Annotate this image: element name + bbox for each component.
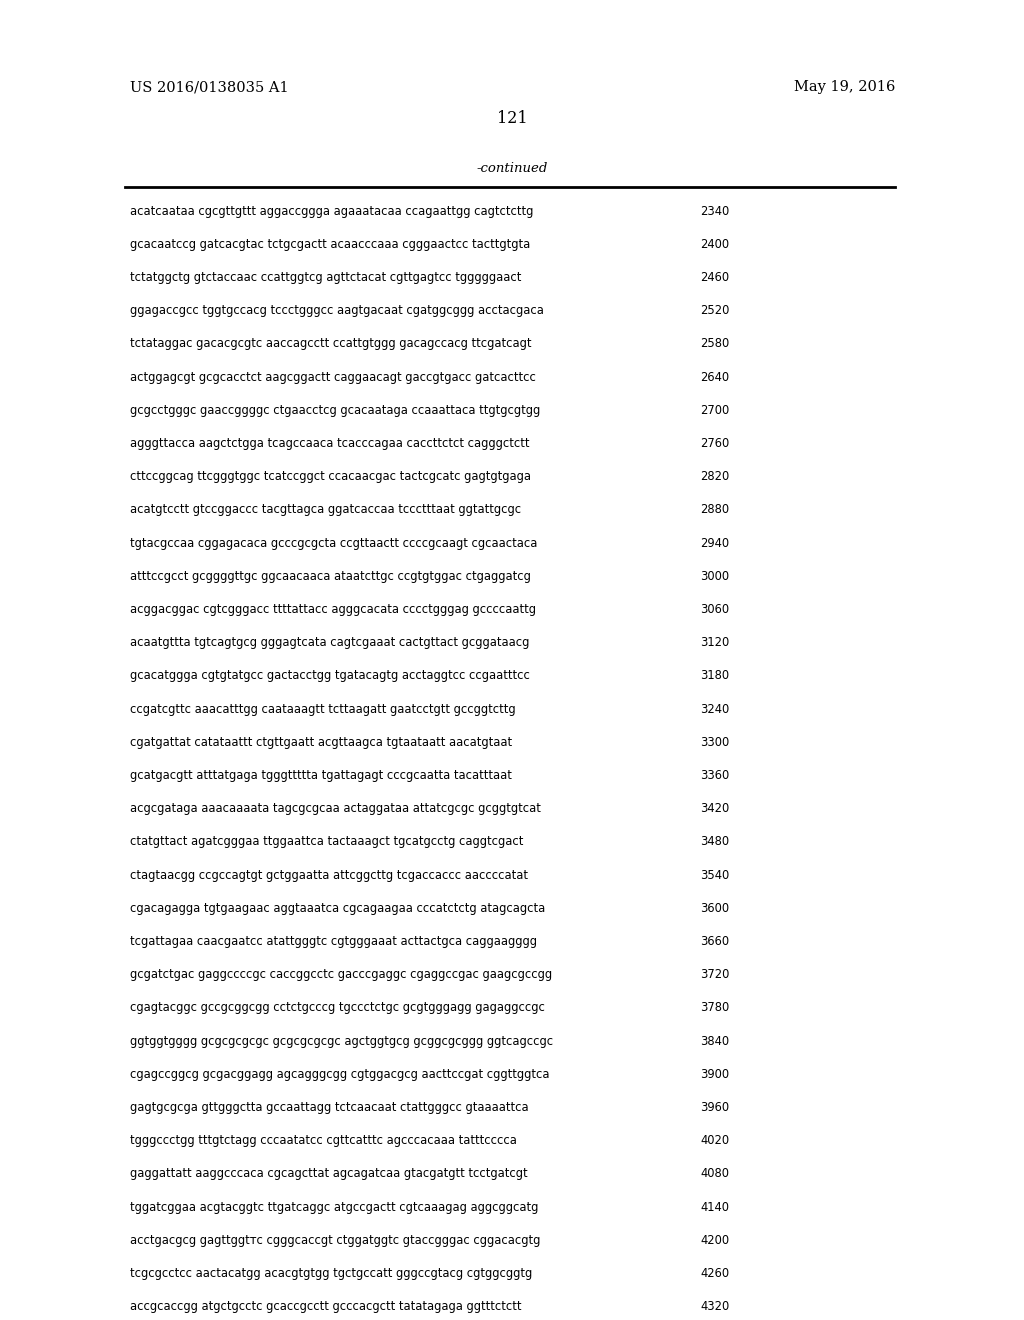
Text: 2940: 2940: [700, 537, 729, 549]
Text: 3780: 3780: [700, 1002, 729, 1014]
Text: 3120: 3120: [700, 636, 729, 649]
Text: acaatgttta tgtcagtgcg gggagtcata cagtcgaaat cactgttact gcggataacg: acaatgttta tgtcagtgcg gggagtcata cagtcga…: [130, 636, 529, 649]
Text: tcgattagaa caacgaatcc atattgggtc cgtgggaaat acttactgca caggaagggg: tcgattagaa caacgaatcc atattgggtc cgtggga…: [130, 935, 537, 948]
Text: tgtacgccaa cggagacaca gcccgcgcta ccgttaactt ccccgcaagt cgcaactaca: tgtacgccaa cggagacaca gcccgcgcta ccgttaa…: [130, 537, 538, 549]
Text: ggagaccgcc tggtgccacg tccctgggcc aagtgacaat cgatggcggg acctacgaca: ggagaccgcc tggtgccacg tccctgggcc aagtgac…: [130, 304, 544, 317]
Text: 2340: 2340: [700, 205, 729, 218]
Text: 2400: 2400: [700, 238, 729, 251]
Text: 4020: 4020: [700, 1134, 729, 1147]
Text: 2760: 2760: [700, 437, 729, 450]
Text: acatcaataa cgcgttgttt aggaccggga agaaatacaa ccagaattgg cagtctcttg: acatcaataa cgcgttgttt aggaccggga agaaata…: [130, 205, 534, 218]
Text: cgatgattat catataattt ctgttgaatt acgttaagca tgtaataatt aacatgtaat: cgatgattat catataattt ctgttgaatt acgttaa…: [130, 735, 512, 748]
Text: ctagtaacgg ccgccagtgt gctggaatta attcggcttg tcgaccaccc aaccccatat: ctagtaacgg ccgccagtgt gctggaatta attcggc…: [130, 869, 528, 882]
Text: 121: 121: [497, 111, 527, 127]
Text: 3360: 3360: [700, 770, 729, 781]
Text: gaggattatt aaggcccaca cgcagcttat agcagatcaa gtacgatgtt tcctgatcgt: gaggattatt aaggcccaca cgcagcttat agcagat…: [130, 1167, 527, 1180]
Text: 3960: 3960: [700, 1101, 729, 1114]
Text: tgggccctgg tttgtctagg cccaatatcc cgttcatttc agcccacaaa tatttcccca: tgggccctgg tttgtctagg cccaatatcc cgttcat…: [130, 1134, 517, 1147]
Text: 3000: 3000: [700, 570, 729, 582]
Text: acgcgataga aaacaaaata tagcgcgcaa actaggataa attatcgcgc gcggtgtcat: acgcgataga aaacaaaata tagcgcgcaa actagga…: [130, 803, 541, 816]
Text: tctataggac gacacgcgtc aaccagcctt ccattgtggg gacagccacg ttcgatcagt: tctataggac gacacgcgtc aaccagcctt ccattgt…: [130, 338, 531, 350]
Text: acggacggac cgtcgggacc ttttattacc agggcacata cccctgggag gccccaattg: acggacggac cgtcgggacc ttttattacc agggcac…: [130, 603, 536, 616]
Text: US 2016/0138035 A1: US 2016/0138035 A1: [130, 81, 289, 94]
Text: 3600: 3600: [700, 902, 729, 915]
Text: 2460: 2460: [700, 271, 729, 284]
Text: 4140: 4140: [700, 1201, 729, 1213]
Text: 3540: 3540: [700, 869, 729, 882]
Text: 2520: 2520: [700, 304, 729, 317]
Text: atttccgcct gcggggttgc ggcaacaaca ataatcttgc ccgtgtggac ctgaggatcg: atttccgcct gcggggttgc ggcaacaaca ataatct…: [130, 570, 530, 582]
Text: accgcaccgg atgctgcctc gcaccgcctt gcccacgctt tatatagaga ggtttctctt: accgcaccgg atgctgcctc gcaccgcctt gcccacg…: [130, 1300, 521, 1313]
Text: 3420: 3420: [700, 803, 729, 816]
Text: cgagccggcg gcgacggagg agcagggcgg cgtggacgcg aacttccgat cggttggtca: cgagccggcg gcgacggagg agcagggcgg cgtggac…: [130, 1068, 550, 1081]
Text: gcacatggga cgtgtatgcc gactacctgg tgatacagtg acctaggtcc ccgaatttcc: gcacatggga cgtgtatgcc gactacctgg tgataca…: [130, 669, 529, 682]
Text: 3900: 3900: [700, 1068, 729, 1081]
Text: cgacagagga tgtgaagaac aggtaaatca cgcagaagaa cccatctctg atagcagcta: cgacagagga tgtgaagaac aggtaaatca cgcagaa…: [130, 902, 545, 915]
Text: tggatcggaa acgtacggtc ttgatcaggc atgccgactt cgtcaaagag aggcggcatg: tggatcggaa acgtacggtc ttgatcaggc atgccga…: [130, 1201, 539, 1213]
Text: 3660: 3660: [700, 935, 729, 948]
Text: tcgcgcctcc aactacatgg acacgtgtgg tgctgccatt gggccgtacg cgtggcggtg: tcgcgcctcc aactacatgg acacgtgtgg tgctgcc…: [130, 1267, 532, 1280]
Text: 2880: 2880: [700, 503, 729, 516]
Text: 2700: 2700: [700, 404, 729, 417]
Text: tctatggctg gtctaccaac ccattggtcg agttctacat cgttgagtcc tgggggaact: tctatggctg gtctaccaac ccattggtcg agttcta…: [130, 271, 521, 284]
Text: 4260: 4260: [700, 1267, 729, 1280]
Text: actggagcgt gcgcacctct aagcggactt caggaacagt gaccgtgacc gatcacttcc: actggagcgt gcgcacctct aagcggactt caggaac…: [130, 371, 536, 384]
Text: cttccggcag ttcgggtggc tcatccggct ccacaacgac tactcgcatc gagtgtgaga: cttccggcag ttcgggtggc tcatccggct ccacaac…: [130, 470, 531, 483]
Text: ctatgttact agatcgggaa ttggaattca tactaaagct tgcatgcctg caggtcgact: ctatgttact agatcgggaa ttggaattca tactaaa…: [130, 836, 523, 849]
Text: 3300: 3300: [700, 735, 729, 748]
Text: -continued: -continued: [476, 162, 548, 176]
Text: 3480: 3480: [700, 836, 729, 849]
Text: 2580: 2580: [700, 338, 729, 350]
Text: 4080: 4080: [700, 1167, 729, 1180]
Text: 2820: 2820: [700, 470, 729, 483]
Text: May 19, 2016: May 19, 2016: [794, 81, 895, 94]
Text: 3840: 3840: [700, 1035, 729, 1048]
Text: 4200: 4200: [700, 1234, 729, 1246]
Text: ggtggtgggg gcgcgcgcgc gcgcgcgcgc agctggtgcg gcggcgcggg ggtcagccgc: ggtggtgggg gcgcgcgcgc gcgcgcgcgc agctggt…: [130, 1035, 553, 1048]
Text: 3060: 3060: [700, 603, 729, 616]
Text: ccgatcgttc aaacatttgg caataaagtt tcttaagatt gaatcctgtt gccggtcttg: ccgatcgttc aaacatttgg caataaagtt tcttaag…: [130, 702, 516, 715]
Text: gagtgcgcga gttgggctta gccaattagg tctcaacaat ctattgggcc gtaaaattca: gagtgcgcga gttgggctta gccaattagg tctcaac…: [130, 1101, 528, 1114]
Text: 3180: 3180: [700, 669, 729, 682]
Text: 2640: 2640: [700, 371, 729, 384]
Text: gcgatctgac gaggccccgc caccggcctc gacccgaggc cgaggccgac gaagcgccgg: gcgatctgac gaggccccgc caccggcctc gacccga…: [130, 968, 552, 981]
Text: 4320: 4320: [700, 1300, 729, 1313]
Text: agggttacca aagctctgga tcagccaaca tcacccagaa caccttctct cagggctctt: agggttacca aagctctgga tcagccaaca tcaccca…: [130, 437, 529, 450]
Text: gcacaatccg gatcacgtac tctgcgactt acaacccaaa cgggaactcc tacttgtgta: gcacaatccg gatcacgtac tctgcgactt acaaccc…: [130, 238, 530, 251]
Text: 3720: 3720: [700, 968, 729, 981]
Text: acatgtcctt gtccggaccc tacgttagca ggatcaccaa tccctttaat ggtattgcgc: acatgtcctt gtccggaccc tacgttagca ggatcac…: [130, 503, 521, 516]
Text: gcatgacgtt atttatgaga tgggttttta tgattagagt cccgcaatta tacatttaat: gcatgacgtt atttatgaga tgggttttta tgattag…: [130, 770, 512, 781]
Text: 3240: 3240: [700, 702, 729, 715]
Text: gcgcctgggc gaaccggggc ctgaacctcg gcacaataga ccaaattaca ttgtgcgtgg: gcgcctgggc gaaccggggc ctgaacctcg gcacaat…: [130, 404, 541, 417]
Text: acctgacgcg gagttggtтс cgggcaccgt ctggatggtc gtaccgggac cggacacgtg: acctgacgcg gagttggtтс cgggcaccgt ctggatg…: [130, 1234, 541, 1246]
Text: cgagtacggc gccgcggcgg cctctgcccg tgccctctgc gcgtgggagg gagaggccgc: cgagtacggc gccgcggcgg cctctgcccg tgccctc…: [130, 1002, 545, 1014]
